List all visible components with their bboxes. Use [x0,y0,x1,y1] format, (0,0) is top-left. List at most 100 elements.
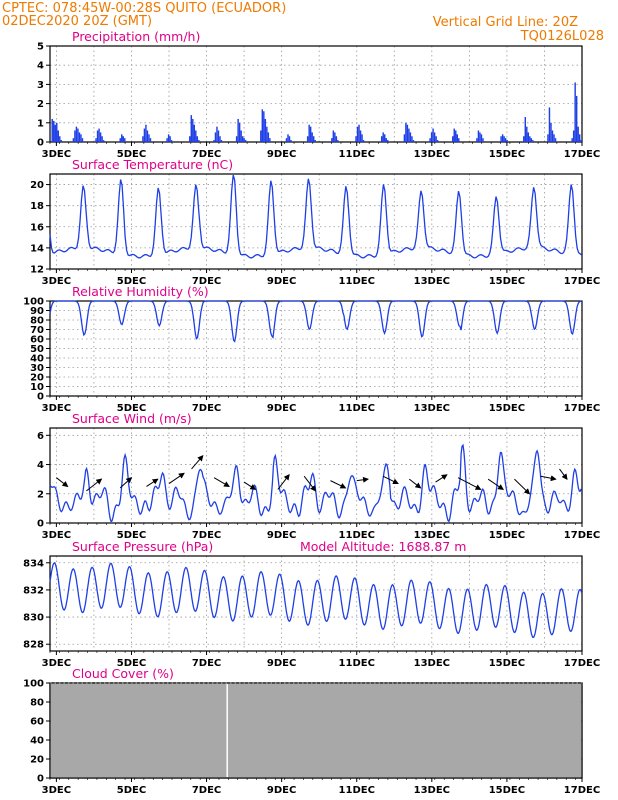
y-tick-label: 0 [37,138,44,149]
x-tick-label: 15DEC [489,658,525,669]
y-tick-label: 18 [30,201,44,212]
y-tick-label: 6 [37,431,44,442]
precip-bar [432,128,434,142]
x-tick-label: 9DEC [267,276,296,287]
precip-bar [149,138,152,142]
precip-bar [261,109,264,142]
precip-bar [361,134,363,142]
precip-bar [572,130,575,142]
y-tick-label: 3 [37,80,44,91]
precip-bar [355,136,357,142]
precip-bar [580,140,582,142]
precip-bar [458,138,460,142]
pressure-line [49,562,583,638]
x-tick-label: 17DEC [564,530,600,541]
y-tick-label: 100 [23,297,44,308]
precip-bar [406,124,409,142]
precip-bar [59,136,61,142]
precip-bar [384,134,386,142]
y-tick-label: 4 [37,61,44,72]
panel-5: 0 20 40 60 80 100 3DEC 5DEC 7DEC 9DEC 11DEC 13DEC 15… [23,666,600,796]
precip-bar [309,126,312,142]
precip-bar [260,130,262,142]
precip-bar [553,134,555,142]
wind-direction-arrow [277,473,290,490]
precip-bar [288,136,291,142]
precip-bar [411,136,413,142]
header-grid-note: Vertical Grid Line: 20Z [433,15,578,30]
precip-bar [501,134,504,142]
precip-bar [405,122,407,142]
x-tick-label: 3DEC [42,530,71,541]
x-tick-label: 13DEC [414,403,450,414]
precip-bar [306,136,309,142]
x-tick-label: 13DEC [414,658,450,669]
x-tick-label: 11DEC [339,658,375,669]
precip-bar [408,128,410,142]
panel-title: Surface Temperature (nC) [72,157,233,172]
precip-bar [190,115,192,142]
precip-bar [453,128,455,142]
x-tick-label: 13DEC [414,530,450,541]
panel-annotation: Model Altitude: 1688.87 m [300,539,466,554]
precip-bar [500,136,502,142]
panel-title: Surface Pressure (hPa) [72,539,213,554]
y-tick-label: 100 [23,679,44,690]
y-tick-label: 0 [37,519,44,530]
y-tick-label: 30 [30,363,44,374]
wind-direction-arrow [168,472,185,484]
panel-1: 12 14 16 18 20 3DEC 5DEC 7DEC 9DEC 11DEC 13DEC 15DE… [30,157,600,287]
wind-direction-arrow [213,477,230,487]
wind-direction-arrow [559,468,568,480]
precip-bar [243,138,245,142]
precip-bar [266,126,268,142]
x-tick-label: 3DEC [42,149,71,160]
panel-frame [49,427,583,524]
precip-bar [285,138,288,142]
precip-bar [102,140,105,142]
precip-bar [142,136,144,142]
precip-bar [480,134,483,142]
precip-bar [526,126,528,142]
precip-bar [503,136,505,142]
precip-bar [96,130,99,142]
y-tick-label: 70 [30,325,44,336]
precip-bar [214,132,217,142]
header-location: CPTEC: 078:45W-00:28S QUITO (ECUADOR) [2,1,286,16]
x-tick-label: 11DEC [339,276,375,287]
x-tick-label: 9DEC [267,658,296,669]
precip-bar [429,138,431,142]
x-tick-label: 9DEC [267,785,296,796]
wind-direction-arrow [540,475,557,482]
x-tick-label: 5DEC [117,530,146,541]
y-tick-label: 16 [30,222,44,233]
x-tick-label: 17DEC [564,149,600,160]
x-tick-label: 7DEC [192,530,221,541]
precip-bar [122,136,124,142]
wind-direction-arrow [487,478,504,490]
x-tick-label: 5DEC [117,403,146,414]
y-tick-label: 0 [37,392,44,403]
x-tick-label: 9DEC [267,149,296,160]
wind-direction-arrow [382,475,399,485]
x-tick-label: 17DEC [564,403,600,414]
precip-bar [217,130,220,142]
precip-bar [436,140,439,142]
precip-bar [241,136,244,142]
precip-bar [244,140,247,142]
precip-bar [166,138,168,142]
precip-bar [219,136,221,142]
precip-bar [532,140,534,142]
precip-bar [74,130,76,142]
precip-bar [380,136,383,142]
precip-bar [334,132,336,142]
panel-title: Surface Wind (m/s) [72,411,192,426]
precip-bar [574,82,576,142]
precip-bar [452,136,454,142]
precip-bar [332,130,335,142]
precip-bar [124,138,126,142]
x-tick-label: 5DEC [117,658,146,669]
precip-bar [121,134,123,142]
precip-bar [56,122,58,142]
